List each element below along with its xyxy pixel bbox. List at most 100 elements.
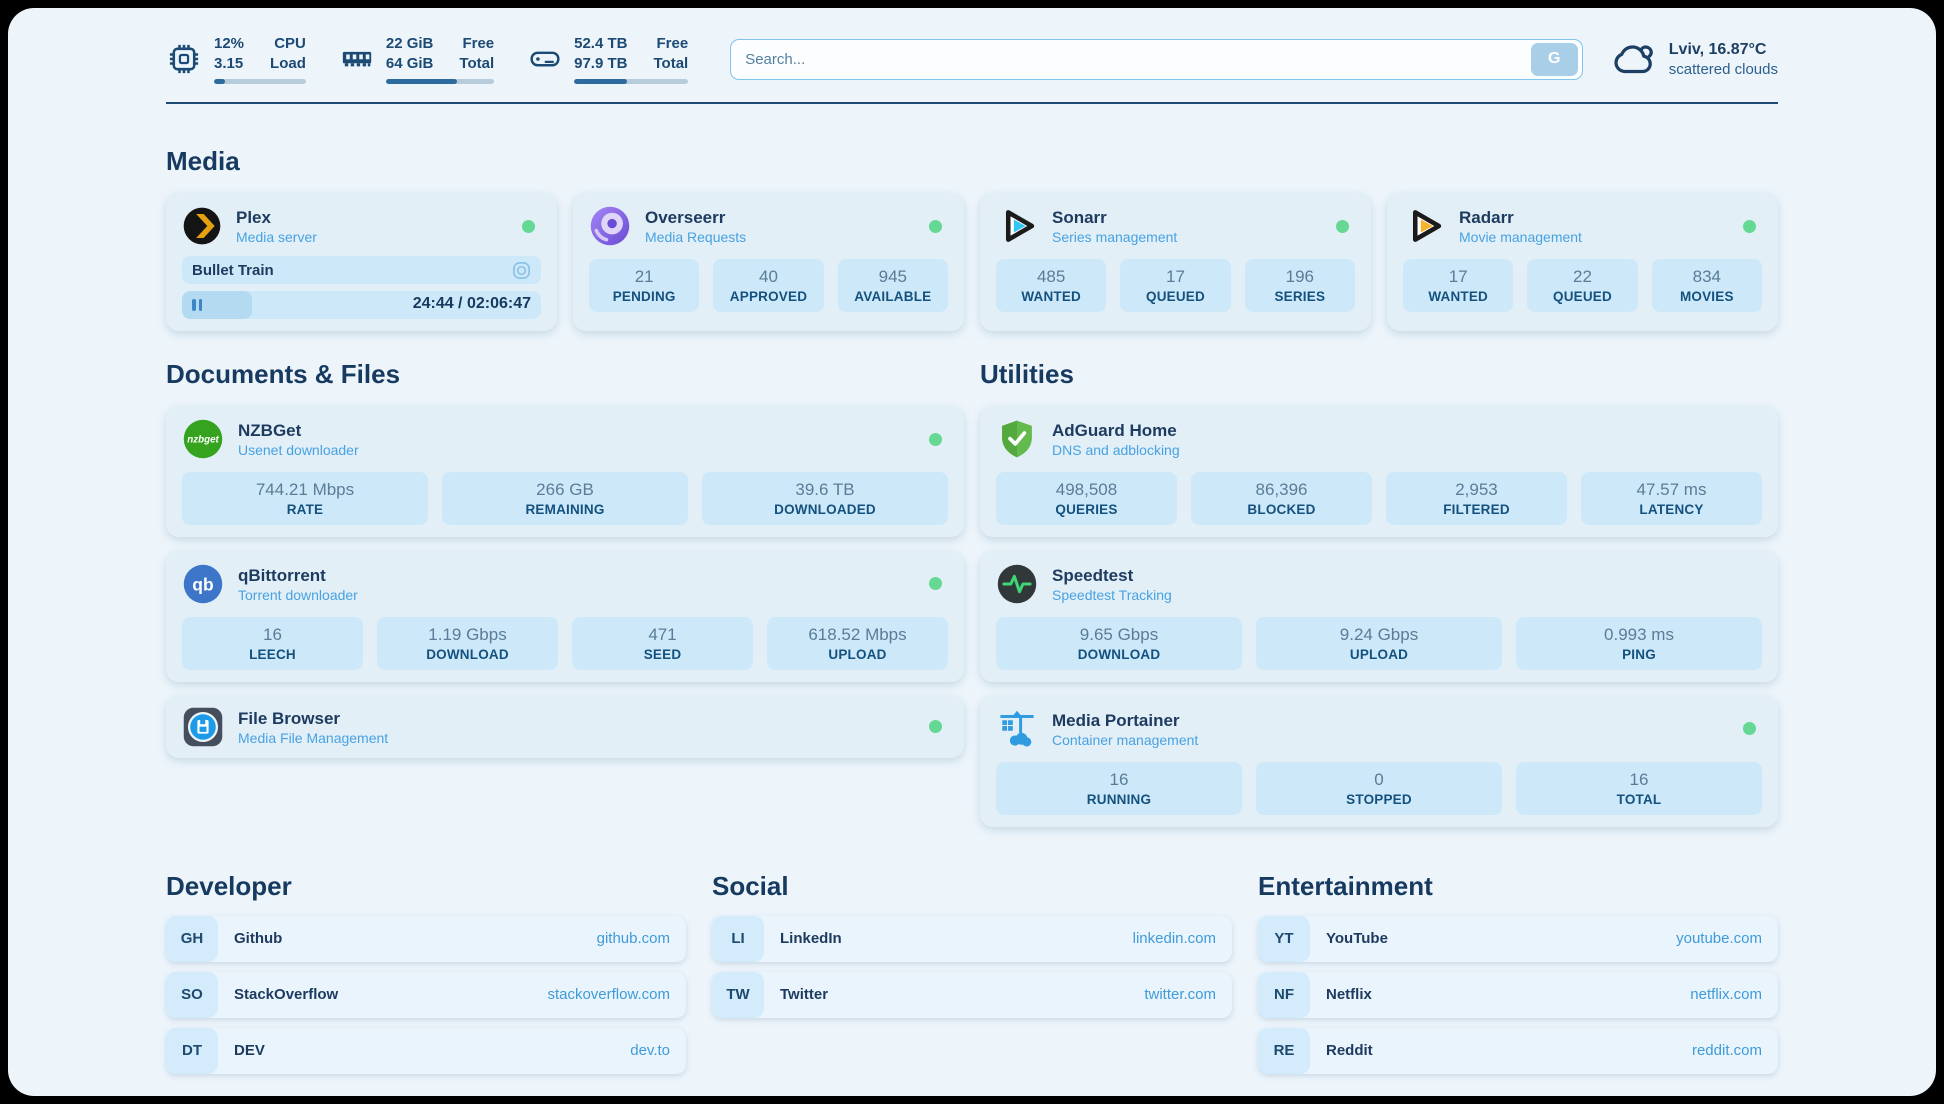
plex-card[interactable]: Plex Media server Bullet Train bbox=[166, 193, 557, 331]
entertainment-section: Entertainment YT YouTube youtube.com NF … bbox=[1258, 871, 1778, 1074]
stat-rate: 744.21 Mbps RATE bbox=[182, 472, 428, 525]
stat-label: DOWNLOAD bbox=[426, 646, 509, 662]
link-url[interactable]: stackoverflow.com bbox=[547, 986, 670, 1004]
speedtest-card[interactable]: Speedtest Speedtest Tracking 9.65 Gbps D… bbox=[980, 550, 1778, 682]
link-row-twitter[interactable]: TW Twitter twitter.com bbox=[712, 971, 1232, 1018]
stat-label: PING bbox=[1622, 646, 1656, 662]
stat-approved: 40 APPROVED bbox=[713, 259, 824, 312]
playback-progress-bar[interactable]: 24:44 / 02:06:47 bbox=[182, 291, 541, 319]
app-name: NZBGet bbox=[238, 421, 302, 441]
link-row-linkedin[interactable]: LI LinkedIn linkedin.com bbox=[712, 915, 1232, 962]
qbittorrent-card[interactable]: qb qBittorrent Torrent downloader 16 LEE… bbox=[166, 550, 964, 682]
status-dot bbox=[929, 577, 942, 591]
stat-label: DOWNLOAD bbox=[1077, 646, 1161, 662]
link-url[interactable]: netflix.com bbox=[1690, 986, 1762, 1004]
stat-label: WANTED bbox=[1428, 288, 1489, 304]
link-url[interactable]: twitter.com bbox=[1144, 986, 1216, 1004]
link-url[interactable]: linkedin.com bbox=[1132, 930, 1216, 948]
pause-icon[interactable] bbox=[192, 299, 202, 311]
stat-label: WANTED bbox=[1021, 288, 1082, 304]
stat-stopped: 0 STOPPED bbox=[1256, 761, 1502, 815]
qbittorrent-icon: qb bbox=[182, 563, 224, 605]
stat-value: 22 bbox=[1573, 267, 1592, 286]
status-dot bbox=[1743, 219, 1756, 233]
svg-text:nzbget: nzbget bbox=[187, 435, 219, 446]
link-row-dev[interactable]: DT DEV dev.to bbox=[166, 1027, 686, 1074]
adguard-card[interactable]: AdGuard Home DNS and adblocking 498,508 … bbox=[980, 406, 1778, 537]
stat-value: 16 bbox=[263, 624, 282, 644]
plex-icon bbox=[182, 205, 222, 247]
stat-latency: 47.57 ms LATENCY bbox=[1581, 472, 1762, 525]
link-row-github[interactable]: GH Github github.com bbox=[166, 915, 686, 962]
stat-value: 47.57 ms bbox=[1636, 480, 1707, 499]
overseerr-icon bbox=[589, 205, 631, 247]
utilities-section: Utilities AdGuard Home bbox=[980, 359, 1778, 827]
github-tag: GH bbox=[166, 915, 218, 962]
link-row-youtube[interactable]: YT YouTube youtube.com bbox=[1258, 915, 1778, 962]
search-go-button[interactable]: G bbox=[1530, 42, 1578, 76]
status-dot bbox=[929, 432, 942, 446]
filebrowser-card[interactable]: File Browser Media File Management bbox=[166, 695, 964, 758]
stat-queued: 22 QUEUED bbox=[1527, 259, 1638, 312]
app-name: Sonarr bbox=[1052, 208, 1107, 228]
stat-wanted: 485 WANTED bbox=[996, 259, 1107, 312]
link-url[interactable]: reddit.com bbox=[1691, 1042, 1762, 1060]
stat-label: QUEUED bbox=[1146, 288, 1205, 304]
link-name: Github bbox=[234, 930, 283, 948]
stat-label: DOWNLOADED bbox=[774, 501, 876, 517]
app-name: Plex bbox=[236, 208, 271, 228]
app-name: Media Portainer bbox=[1052, 711, 1180, 731]
stat-leech: 16 LEECH bbox=[182, 616, 363, 670]
cpu-widget: 12% 3.15 CPU Load bbox=[166, 34, 306, 84]
app-subtitle: DNS and adblocking bbox=[1052, 441, 1180, 458]
stat-label: TOTAL bbox=[1616, 791, 1662, 807]
stat-value: 485 bbox=[1036, 267, 1066, 286]
disk-free-value: 52.4 TB bbox=[574, 35, 628, 52]
weather-location-temp: Lviv, 16.87°C bbox=[1668, 41, 1767, 59]
reddit-tag: RE bbox=[1258, 1027, 1310, 1074]
app-name: Radarr bbox=[1459, 208, 1514, 228]
search-input[interactable] bbox=[730, 38, 1583, 80]
link-row-reddit[interactable]: RE Reddit reddit.com bbox=[1258, 1027, 1778, 1074]
cpu-label-1: CPU bbox=[274, 35, 306, 52]
section-heading-social: Social bbox=[712, 870, 789, 901]
link-url[interactable]: youtube.com bbox=[1676, 930, 1762, 948]
link-url[interactable]: dev.to bbox=[630, 1042, 670, 1060]
netflix-tag: NF bbox=[1258, 971, 1310, 1018]
memory-progress-bar bbox=[385, 79, 495, 84]
stat-value: 21 bbox=[634, 267, 654, 286]
stat-label: SERIES bbox=[1274, 288, 1326, 304]
disk-total-value: 97.9 TB bbox=[574, 54, 628, 72]
nzbget-card[interactable]: nzbget NZBGet Usenet downloader 744.21 M… bbox=[166, 406, 964, 537]
stat-downloaded: 39.6 TB DOWNLOADED bbox=[702, 472, 948, 525]
stat-value: 9.24 Gbps bbox=[1339, 624, 1419, 644]
link-url[interactable]: github.com bbox=[596, 930, 670, 948]
disk-label-2: Total bbox=[653, 54, 689, 72]
weather-widget: Lviv, 16.87°C scattered clouds bbox=[1611, 38, 1778, 80]
stat-value: 0 bbox=[1374, 769, 1384, 789]
section-heading-developer: Developer bbox=[166, 870, 292, 901]
link-row-netflix[interactable]: NF Netflix netflix.com bbox=[1258, 971, 1778, 1018]
stat-label: STOPPED bbox=[1346, 791, 1412, 807]
search-bar: G bbox=[730, 38, 1583, 80]
stat-value: 17 bbox=[1448, 267, 1468, 286]
stat-queries: 498,508 QUERIES bbox=[996, 472, 1177, 525]
app-name: File Browser bbox=[238, 709, 341, 729]
app-name: Overseerr bbox=[645, 208, 726, 228]
cpu-progress-fill bbox=[214, 79, 226, 84]
radarr-card[interactable]: Radarr Movie management 17 WANTED 22 QUE… bbox=[1387, 193, 1778, 331]
dashboard-panel: 12% 3.15 CPU Load bbox=[8, 8, 1936, 1096]
ram-icon bbox=[340, 38, 374, 80]
app-subtitle: Media Requests bbox=[645, 228, 747, 245]
stat-available: 945 AVAILABLE bbox=[837, 259, 948, 312]
now-playing-row[interactable]: Bullet Train bbox=[182, 256, 541, 284]
overseerr-card[interactable]: Overseerr Media Requests 21 PENDING 40 A… bbox=[573, 193, 964, 331]
playback-time: 24:44 / 02:06:47 bbox=[412, 295, 531, 312]
app-subtitle: Media server bbox=[236, 228, 317, 245]
link-row-stackoverflow[interactable]: SO StackOverflow stackoverflow.com bbox=[166, 971, 686, 1018]
stat-value: 618.52 Mbps bbox=[808, 624, 907, 644]
sonarr-card[interactable]: Sonarr Series management 485 WANTED 17 Q… bbox=[980, 193, 1371, 331]
portainer-card[interactable]: Media Portainer Container management 16 … bbox=[980, 695, 1778, 827]
link-name: StackOverflow bbox=[234, 986, 339, 1004]
link-name: Netflix bbox=[1326, 986, 1372, 1004]
